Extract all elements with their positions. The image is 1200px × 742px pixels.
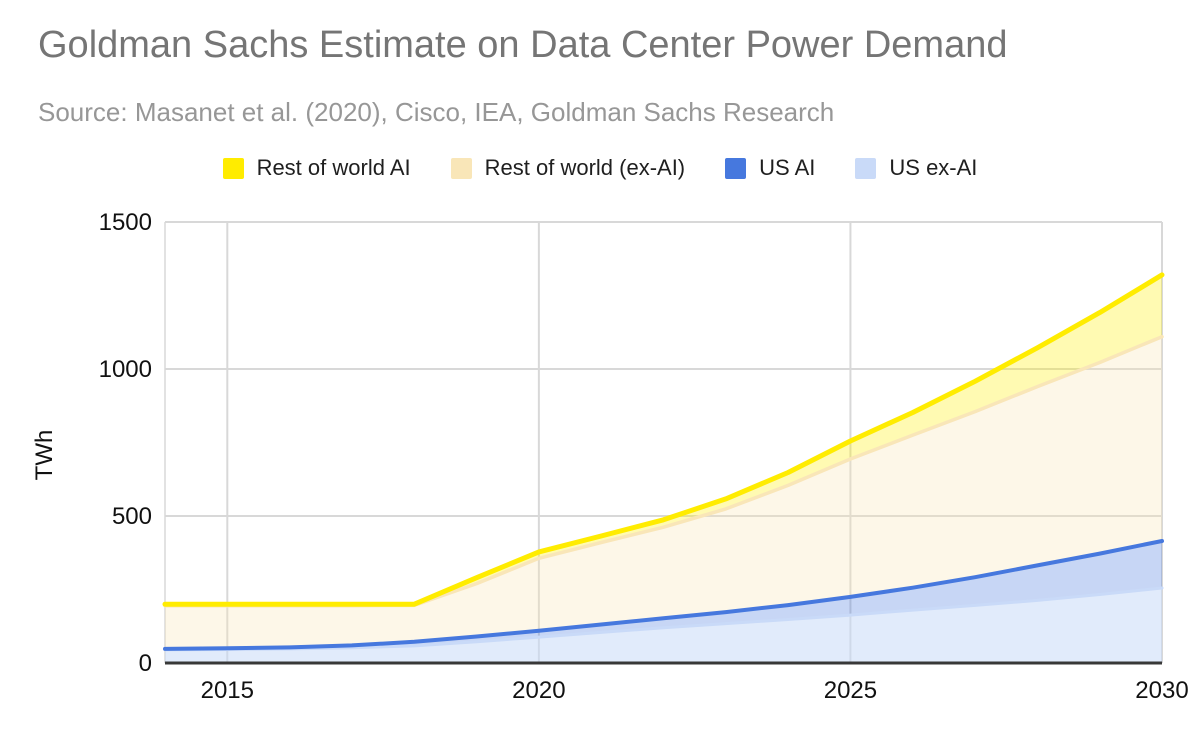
line-rest-of-world-ai: [162, 272, 1165, 607]
area-rest-of-world-ex-ai: [165, 336, 1162, 649]
legend-item-us-ai: US AI: [725, 155, 815, 181]
legend-item-rest-of-world-ex-ai: Rest of world (ex-AI): [450, 155, 686, 181]
line-us-ai: [163, 539, 1164, 651]
legend-label: Rest of world AI: [256, 155, 411, 180]
x-tick-label-2030: 2030: [1135, 677, 1188, 704]
legend-label: US AI: [759, 155, 816, 180]
line-us-ex-ai: [163, 586, 1164, 652]
area-us-ai: [165, 541, 1162, 650]
y-axis-title: TWh: [31, 430, 58, 481]
chart-subtitle: Source: Masanet et al. (2020), Cisco, IE…: [38, 97, 835, 127]
x-tick-label-2015: 2015: [201, 677, 254, 704]
legend-swatch-icon: [725, 157, 747, 179]
x-tick-label-2025: 2025: [824, 677, 877, 704]
legend-label: US ex-AI: [889, 155, 978, 180]
legend-item-us-ex-ai: US ex-AI: [855, 155, 977, 181]
y-tick-label-500: 500: [112, 503, 152, 530]
y-tick-label-0: 0: [139, 650, 152, 677]
y-tick-label-1000: 1000: [99, 356, 152, 383]
legend-label: Rest of world (ex-AI): [484, 155, 686, 180]
chart-title: Goldman Sachs Estimate on Data Center Po…: [38, 24, 1008, 66]
legend-swatch-icon: [450, 157, 472, 179]
legend-swatch-icon: [222, 157, 244, 179]
x-tick-label-2020: 2020: [512, 677, 565, 704]
area-us-ex-ai: [165, 588, 1162, 663]
chart-legend: Rest of world AI Rest of world (ex-AI) US …: [0, 155, 1200, 181]
legend-swatch-icon: [855, 157, 877, 179]
y-tick-label-1500: 1500: [99, 209, 152, 236]
legend-item-rest-of-world-ai: Rest of world AI: [222, 155, 411, 181]
